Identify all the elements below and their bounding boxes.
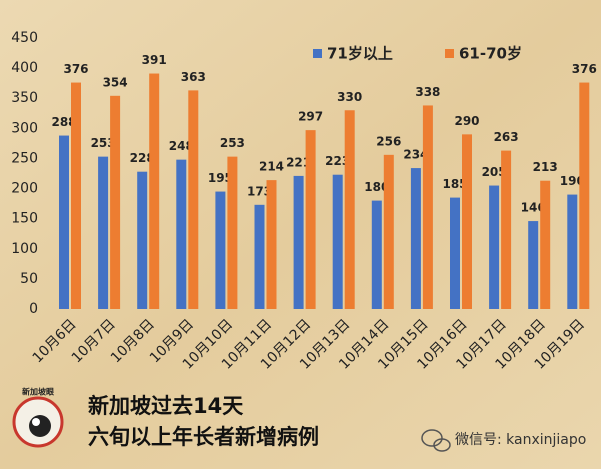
bar [410, 168, 421, 309]
bar [450, 197, 460, 309]
footer-title: 六旬以上年长者新增病例 [88, 425, 319, 449]
footer: 新加坡眼 新加坡过去14天 六旬以上年长者新增病例 微信号: kanxinjia… [12, 387, 586, 452]
value-label: 376 [572, 62, 597, 76]
logo-text: 新加坡眼 [22, 387, 54, 397]
y-tick-label: 200 [11, 181, 38, 197]
value-label: 213 [533, 160, 558, 174]
legend-label: 71岁以上 [327, 45, 393, 63]
value-label: 288 [51, 115, 76, 129]
bar [489, 185, 500, 309]
bar [98, 156, 109, 309]
value-label: 256 [376, 134, 401, 148]
bar [567, 194, 578, 309]
value-label: 338 [415, 85, 440, 99]
y-tick-label: 250 [11, 150, 38, 166]
bar [149, 73, 160, 309]
y-tick-label: 100 [11, 241, 38, 257]
value-label: 263 [494, 130, 519, 144]
bar [371, 200, 382, 309]
bar [188, 90, 199, 309]
bar [254, 204, 265, 309]
value-label: 354 [103, 75, 128, 89]
value-label: 173 [247, 184, 272, 198]
logo-eye [29, 415, 51, 437]
y-tick-label: 400 [11, 60, 38, 76]
bar [332, 174, 343, 309]
bar [383, 154, 394, 309]
y-tick-label: 150 [11, 211, 38, 227]
bar [137, 171, 148, 309]
bar [71, 82, 81, 309]
bar [227, 156, 238, 309]
wechat-icon [421, 429, 443, 447]
bar [110, 95, 121, 310]
bar [528, 221, 539, 309]
y-tick-label: 50 [20, 271, 38, 287]
value-label: 190 [560, 174, 585, 188]
value-label: 248 [169, 139, 194, 153]
value-label: 221 [286, 155, 311, 169]
wechat-id: 微信号: kanxinjiapo [455, 432, 586, 448]
wechat-icon [433, 438, 451, 452]
value-label: 234 [403, 148, 428, 162]
value-label: 253 [220, 136, 245, 150]
bar [305, 130, 316, 309]
y-tick-label: 0 [29, 301, 38, 317]
value-label: 228 [130, 151, 155, 165]
bar [215, 191, 226, 309]
value-label: 363 [181, 70, 206, 84]
value-label: 146 [521, 201, 546, 215]
value-label: 253 [91, 136, 116, 150]
legend-label: 61-70岁 [459, 45, 522, 63]
y-tick-label: 350 [11, 90, 38, 106]
y-tick-label: 450 [11, 30, 38, 46]
bar [293, 175, 304, 309]
value-label: 185 [442, 177, 467, 191]
bar [579, 82, 590, 309]
value-label: 195 [208, 171, 233, 185]
bar [462, 134, 472, 309]
legend-swatch [445, 49, 454, 58]
bar [59, 135, 69, 309]
legend-swatch [313, 49, 322, 58]
bar [176, 159, 187, 309]
bar [266, 180, 277, 309]
value-label: 297 [298, 110, 323, 124]
value-label: 376 [63, 62, 88, 76]
value-label: 223 [325, 154, 350, 168]
y-tick-label: 300 [11, 120, 38, 136]
value-label: 180 [364, 180, 389, 194]
footer-title: 新加坡过去14天 [88, 394, 244, 418]
value-label: 391 [142, 53, 167, 67]
logo-eye-light [32, 418, 40, 426]
value-label: 330 [337, 90, 362, 104]
bar [422, 105, 433, 310]
value-label: 290 [454, 114, 479, 128]
bar [501, 150, 512, 309]
value-label: 214 [259, 160, 284, 174]
bar [540, 180, 551, 309]
value-label: 205 [482, 165, 507, 179]
bar [344, 110, 355, 310]
